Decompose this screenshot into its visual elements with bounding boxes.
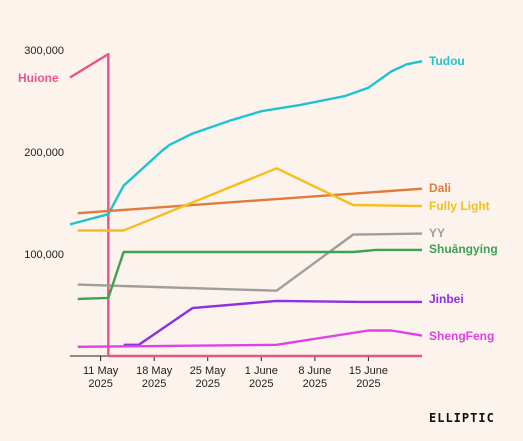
y-tick-label: 100,000 bbox=[24, 249, 64, 261]
series-line-tudou bbox=[69, 60, 423, 226]
x-tick-label: 11 May 2025 bbox=[83, 365, 119, 390]
x-tick-label: 15 June 2025 bbox=[349, 365, 388, 390]
series-label-tudou: Tudou bbox=[429, 54, 465, 68]
series-label-fully-light: Fully Light bbox=[429, 199, 490, 213]
series-line-huione bbox=[69, 52, 422, 358]
series-line-shuangying bbox=[77, 248, 422, 301]
x-tick-label: 1 June 2025 bbox=[245, 365, 278, 390]
y-axis-ticks: 100,000 200,000 300,000 bbox=[24, 45, 64, 261]
x-tick-label: 25 May 2025 bbox=[190, 365, 227, 390]
series-label-shengfeng: ShengFeng bbox=[429, 329, 494, 343]
x-tick-label: 8 June 2025 bbox=[298, 365, 331, 390]
elliptic-logo: ELLIPTIC bbox=[429, 411, 495, 425]
series-line-jinbei bbox=[123, 299, 422, 346]
series-labels: Huione Tudou Dali Fully Light YY Shuāngyíng Ji… bbox=[18, 54, 498, 343]
x-tick-label: 18 May 2025 bbox=[136, 365, 173, 390]
series-line-shengfeng bbox=[77, 329, 423, 348]
x-axis-ticks: 11 May 2025 18 May 2025 25 May 2025 1 June 2025… bbox=[83, 356, 388, 390]
series-label-yy: YY bbox=[429, 226, 445, 240]
y-tick-label: 300,000 bbox=[24, 45, 64, 57]
series-line-fully-light bbox=[77, 167, 423, 232]
series-label-huione: Huione bbox=[18, 71, 59, 85]
series-label-jinbei: Jinbei bbox=[429, 292, 464, 306]
y-tick-label: 200,000 bbox=[24, 147, 64, 159]
series-line-yy bbox=[77, 232, 423, 292]
series-label-shuangying: Shuāngyíng bbox=[429, 242, 498, 256]
series-label-dali: Dali bbox=[429, 181, 451, 195]
series-line-dali bbox=[77, 187, 423, 215]
series-lines bbox=[69, 52, 423, 358]
